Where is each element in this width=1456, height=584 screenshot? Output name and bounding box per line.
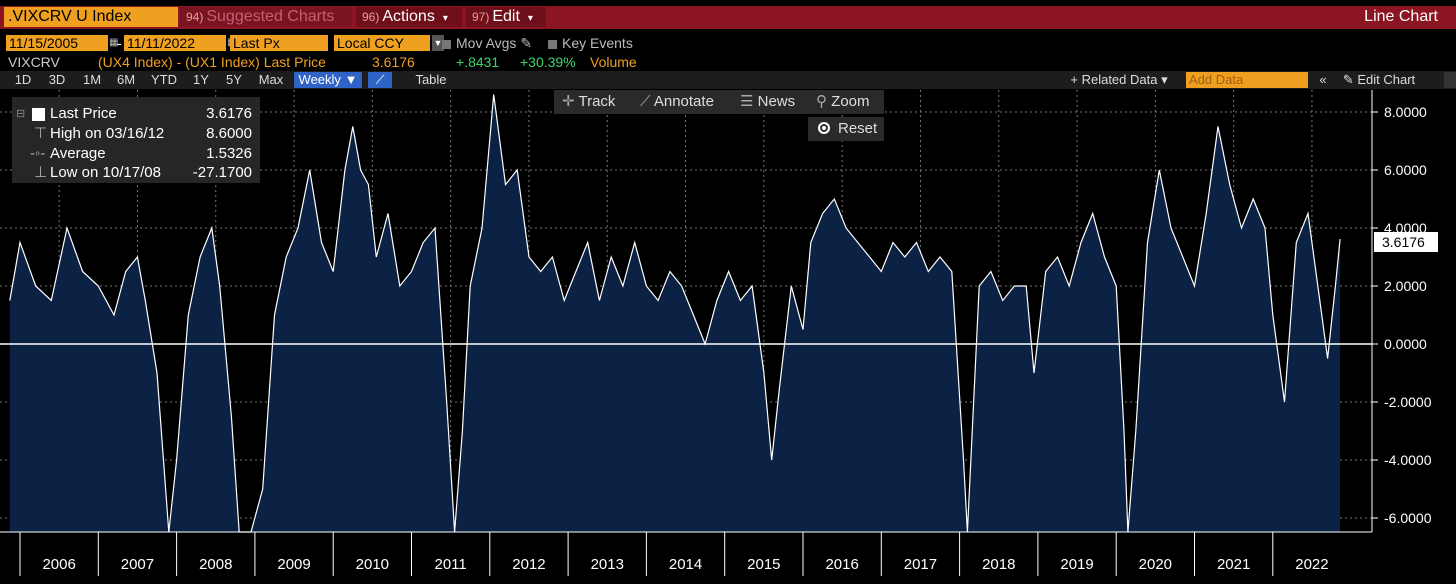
x-axis-ticks (19, 532, 1274, 576)
period-tab-1y[interactable]: 1Y (193, 72, 209, 87)
x-tick-label: 2011 (434, 556, 467, 573)
legend-average: -◦- Average 1.5326 (30, 145, 252, 162)
actions-menu-button[interactable]: 96) Actions ▾ (356, 7, 462, 27)
chevron-down-icon: ▼ (344, 72, 358, 87)
x-tick-label: 2019 (1060, 556, 1094, 573)
x-tick-label: 2017 (903, 556, 938, 573)
x-tick-label: 2015 (747, 556, 781, 573)
y-tick-label: 2.0000 (1384, 278, 1427, 294)
x-tick-label: 2021 (1216, 556, 1251, 573)
end-date-input[interactable]: 11/11/2022 (124, 35, 226, 51)
date-separator: - (117, 35, 122, 51)
chart-type-title: Line Chart (1364, 8, 1438, 25)
y-tick-label: 8.0000 (1384, 104, 1427, 120)
news-button[interactable]: ☰ News (740, 93, 796, 110)
series-pct-change: +30.39% (520, 54, 576, 70)
legend-low: ⊥ Low on 10/17/08 -27.1700 (34, 164, 252, 181)
y-tick-label: -2.0000 (1384, 394, 1432, 410)
y-tick-label: -4.0000 (1384, 452, 1432, 468)
chevron-down-icon: ▾ (1161, 72, 1168, 87)
checkbox-icon[interactable] (442, 39, 451, 49)
key-events-toggle[interactable]: Key Events (548, 34, 633, 52)
period-tab-1d[interactable]: 1D (14, 72, 32, 87)
add-data-input[interactable]: Add Data (1186, 72, 1308, 88)
period-tab-5y[interactable]: 5Y (226, 72, 242, 87)
calendar-icon[interactable]: ▦ (109, 37, 119, 48)
line-chart-icon[interactable]: ⟋ (368, 72, 392, 88)
suggested-charts-button[interactable]: 94) Suggested Charts (180, 7, 352, 27)
collapse-icon[interactable]: ⊟ (16, 108, 26, 120)
news-icon: ☰ (740, 93, 754, 110)
ticker-field[interactable]: .VIXCRV U Index (4, 7, 178, 27)
x-tick-label: 2020 (1138, 556, 1173, 573)
series-formula: (UX4 Index) - (UX1 Index) Last Price (98, 54, 326, 70)
checkbox-icon[interactable] (548, 39, 557, 49)
x-tick-label: 2010 (355, 556, 390, 573)
top-ticker-strip (0, 0, 1456, 6)
chart-legend: ⊟ Last Price 3.6176 ⊤ High on 03/16/12 8… (12, 97, 260, 183)
series-swatch-icon (32, 108, 45, 121)
y-tick-label: 6.0000 (1384, 162, 1427, 178)
dropdown-arrow-icon: ▾ (442, 13, 448, 24)
x-tick-label: 2013 (590, 556, 624, 573)
x-tick-label: 2022 (1295, 556, 1329, 573)
series-change: +.8431 (456, 54, 500, 70)
dropdown-arrow-icon: ▾ (527, 13, 533, 24)
table-button[interactable]: Table (415, 72, 447, 87)
y-tick-label: 0.0000 (1384, 336, 1427, 352)
high-marker-icon: ⊤ (34, 125, 48, 142)
period-tab-max[interactable]: Max (258, 72, 284, 87)
x-tick-label: 2008 (199, 556, 233, 573)
average-marker-icon: -◦- (30, 145, 46, 162)
last-value-marker: 3.6176 (1374, 232, 1438, 252)
series-name: VIXCRV (8, 54, 60, 70)
period-tab-1m[interactable]: 1M (82, 72, 102, 87)
zoom-button[interactable]: ⚲ Zoom (816, 93, 870, 110)
edit-chart-button[interactable]: ✎ Edit Chart (1342, 72, 1416, 87)
collapse-icon[interactable]: « (1319, 72, 1327, 87)
period-toolbar: 1D 3D 1M 6M YTD 1Y 5Y Max Weekly ▼ ⟋ Tab… (0, 71, 1456, 89)
reset-button[interactable]: Reset (808, 117, 884, 141)
series-last-value: 3.6176 (372, 54, 415, 70)
x-tick-label: 2009 (277, 556, 311, 573)
pencil-icon[interactable]: ✎ (520, 35, 533, 51)
series-area-fill (9, 94, 1341, 532)
pencil-icon: ✎ (1342, 72, 1354, 87)
annotate-button[interactable]: ⟋ Annotate (640, 93, 714, 110)
period-tab-6m[interactable]: 6M (116, 72, 136, 87)
chevron-down-icon[interactable]: ▼ (432, 35, 444, 51)
field-select[interactable]: Last Px (230, 35, 328, 51)
period-tab-ytd[interactable]: YTD (151, 72, 177, 87)
low-marker-icon: ⊥ (34, 164, 48, 181)
related-data-button[interactable]: + Related Data ▾ (1070, 72, 1168, 87)
edit-menu-button[interactable]: 97) Edit ▾ (466, 7, 546, 27)
x-tick-label: 2016 (825, 556, 859, 573)
chart-toolbar: ✛ Track ⟋ Annotate ☰ News ⚲ Zoom (554, 90, 884, 114)
scroll-handle[interactable] (1444, 72, 1456, 88)
y-tick-label: -6.0000 (1384, 510, 1432, 526)
currency-select[interactable]: Local CCY (334, 35, 430, 51)
x-tick-label: 2018 (982, 556, 1016, 573)
magnifier-icon: ⚲ (816, 93, 827, 110)
reset-icon (818, 122, 830, 134)
pencil-icon: ⟋ (640, 93, 651, 110)
volume-label: Volume (590, 54, 637, 70)
legend-high: ⊤ High on 03/16/12 8.6000 (34, 125, 252, 142)
frequency-select[interactable]: Weekly ▼ (294, 72, 362, 88)
x-tick-label: 2014 (668, 556, 703, 573)
crosshair-icon: ✛ (562, 93, 575, 110)
track-button[interactable]: ✛ Track (562, 93, 616, 110)
period-tab-3d[interactable]: 3D (48, 72, 66, 87)
start-date-input[interactable]: 11/15/2005 (6, 35, 108, 51)
legend-last-price: ⊟ Last Price 3.6176 (16, 105, 252, 122)
mov-avgs-toggle[interactable]: Mov Avgs ✎ (442, 34, 532, 52)
plus-icon: + (1070, 72, 1078, 87)
x-tick-label: 2006 (42, 556, 76, 573)
x-tick-label: 2007 (120, 556, 155, 573)
x-tick-label: 2012 (512, 556, 546, 573)
y-axis-ticks (1372, 111, 1378, 519)
